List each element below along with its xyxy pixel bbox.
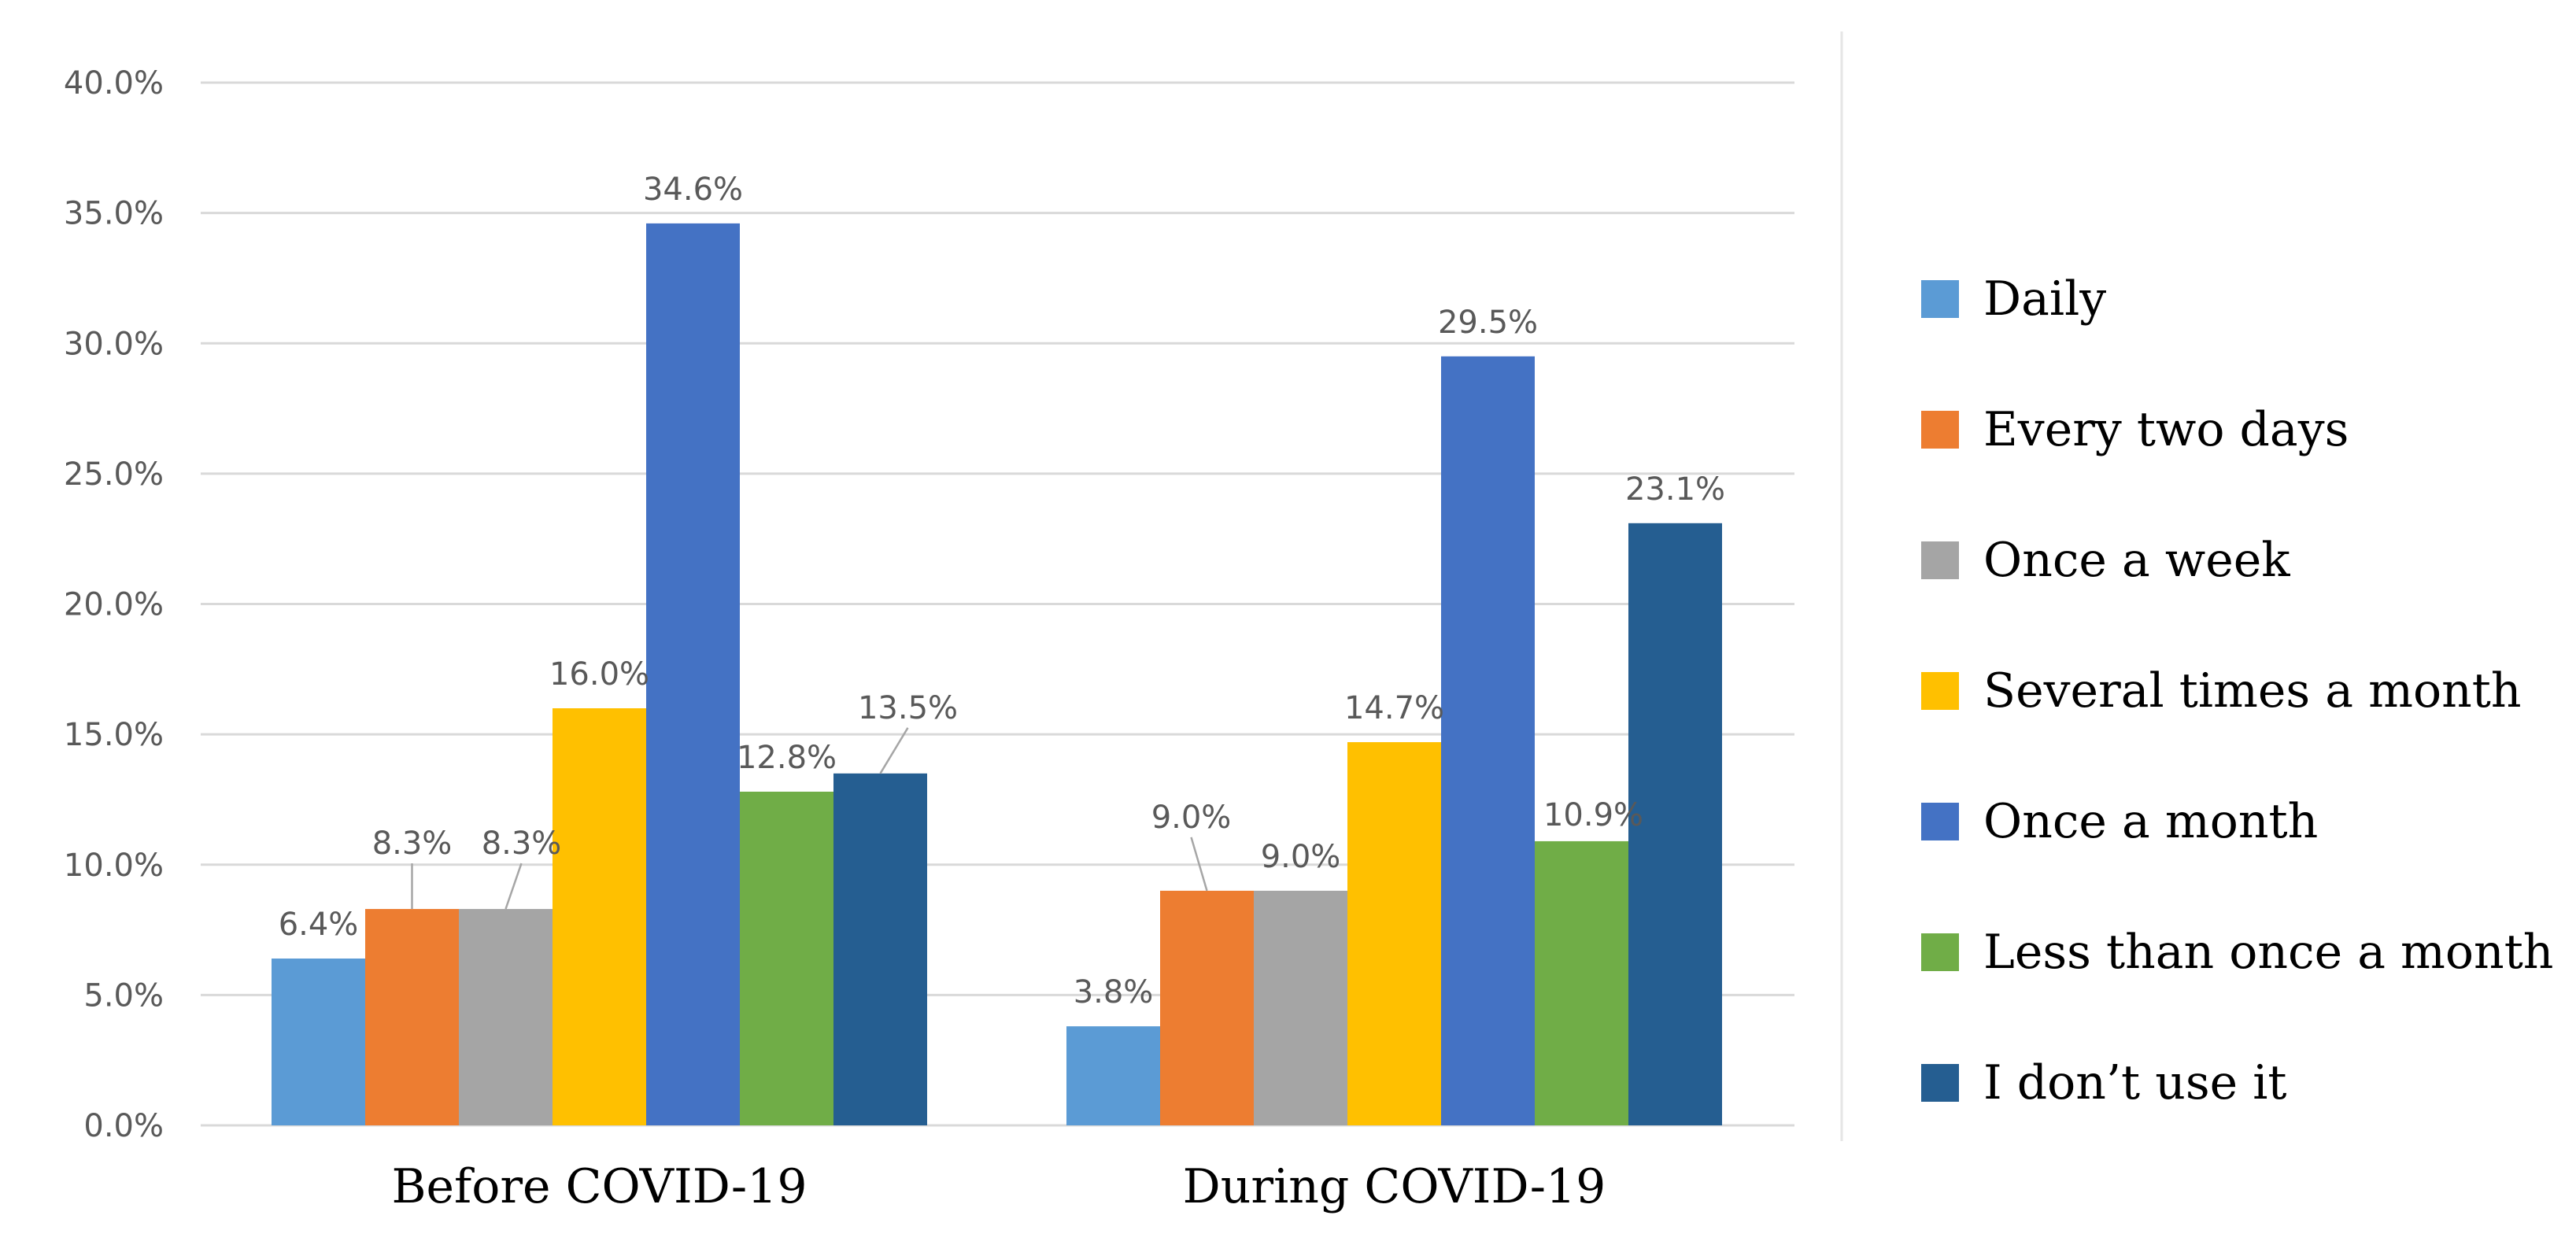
legend-label: Once a month [1983,794,2318,849]
legend-label: I don’t use it [1983,1055,2287,1110]
y-axis-tick-labels: 0.0% 5.0% 10.0% 15.0% 20.0% 25.0% 30.0% 35.0% 40… [64,65,164,1144]
bar [365,909,459,1125]
bars [272,223,1722,1125]
data-label: 6.4% [279,907,359,943]
legend-swatch [1921,803,1959,840]
bar [553,708,646,1125]
legend-label: Several times a month [1983,663,2522,719]
data-label: 9.0% [1261,839,1341,875]
y-tick-label: 10.0% [64,848,164,884]
y-tick-label: 0.0% [83,1108,164,1144]
category-label: Before COVID-19 [391,1159,807,1214]
bar [1066,1026,1160,1125]
bar [1347,742,1441,1125]
bar [740,792,833,1125]
y-tick-label: 25.0% [64,456,164,493]
legend: Daily Every two days Once a week Several ti… [1921,272,2553,1110]
leader-line [879,727,909,774]
legend-label: Daily [1983,272,2106,327]
category-label: During COVID-19 [1183,1159,1606,1214]
data-label: 29.5% [1438,305,1538,341]
bar [272,959,365,1125]
legend-swatch [1921,672,1959,710]
bar [1441,356,1535,1125]
bar [459,909,553,1125]
leader-line [1190,837,1208,892]
bar [1628,523,1722,1125]
data-label: 12.8% [737,740,837,776]
y-tick-label: 20.0% [64,587,164,623]
legend-swatch [1921,933,1959,971]
data-labels: 6.4% 8.3% 8.3% 16.0% 34.6% 12.8% 13.5% 3.8% 9.0%… [279,172,1725,1010]
data-label: 8.3% [372,826,453,862]
data-label-leader-lines [411,727,1208,910]
leader-line [504,863,523,910]
legend-label: Every two days [1983,402,2349,457]
bar [646,223,740,1125]
data-label: 9.0% [1151,800,1232,836]
data-label: 10.9% [1543,797,1643,833]
data-label: 8.3% [482,826,562,862]
data-label: 16.0% [549,656,649,693]
y-tick-label: 15.0% [64,717,164,753]
data-label: 34.6% [643,172,743,208]
legend-swatch [1921,280,1959,318]
data-label: 14.7% [1344,690,1444,726]
data-label: 23.1% [1625,471,1725,508]
bar [833,773,927,1125]
legend-swatch [1921,1064,1959,1102]
bar [1535,840,1628,1125]
legend-label: Once a week [1983,533,2290,588]
legend-swatch [1921,411,1959,449]
legend-swatch [1921,541,1959,579]
bar [1254,890,1347,1125]
legend-label: Less than once a month [1983,925,2553,980]
data-label: 3.8% [1074,974,1154,1010]
x-axis-category-labels: Before COVID-19 During COVID-19 [391,1159,1606,1214]
data-label: 13.5% [858,690,958,726]
y-tick-label: 30.0% [64,326,164,362]
y-tick-label: 40.0% [64,65,164,102]
y-tick-label: 35.0% [64,196,164,232]
bar [1160,890,1254,1125]
y-tick-label: 5.0% [83,977,164,1014]
